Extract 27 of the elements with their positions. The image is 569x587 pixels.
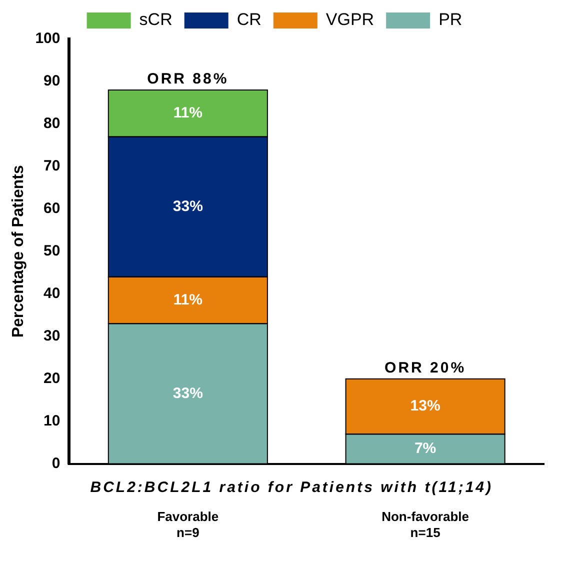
legend-label: sCR [139,10,172,30]
data-label: 7% [414,440,436,458]
y-tick-label: 40 [44,285,60,302]
y-tick-label: 30 [44,328,60,344]
legend-label: PR [438,10,462,30]
data-label: 33% [172,198,203,215]
data-label: 11% [173,104,203,122]
total-label: ORR 88% [147,70,229,88]
y-tick-label: 70 [44,158,60,175]
x-axis-title: BCL2:BCL2L1 ratio for Patients with t(11;14) [90,478,493,496]
y-tick-label: 10 [44,412,60,430]
y-tick-label: 80 [44,115,60,132]
legend-label: CR [236,10,262,30]
x-tick-label: Favorable n=9 [157,509,219,540]
x-tick-label: Non-favorable n=15 [382,509,470,540]
data-label: 13% [410,398,440,415]
y-tick-label: 100 [35,30,60,48]
y-tick-label: 90 [44,72,60,90]
y-tick-label: 60 [44,200,60,218]
y-tick-label: 20 [44,370,60,387]
y-tick-label: 50 [44,242,60,260]
legend-label: VGPR [326,10,374,30]
data-label: 11% [173,291,203,308]
y-axis-title: Percentage of Patients [10,165,28,338]
total-label: ORR 20% [384,359,466,376]
data-label: 33% [172,384,203,402]
y-tick-label: 0 [52,454,60,472]
